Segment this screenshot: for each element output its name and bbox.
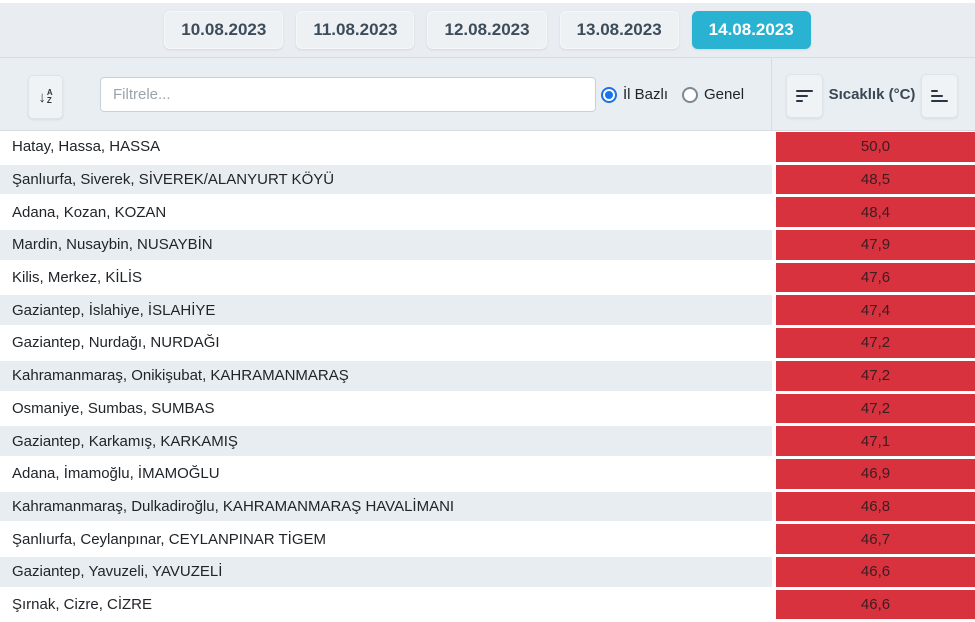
location-cell: Kahramanmaraş, Dulkadiroğlu, KAHRAMANMAR… xyxy=(0,491,772,522)
column-gap xyxy=(772,295,776,326)
location-cell: Kahramanmaraş, Onikişubat, KAHRAMANMARAŞ xyxy=(0,360,772,391)
radio-option[interactable]: İl Bazlı xyxy=(601,86,668,103)
temperature-value-cell: 48,5 xyxy=(776,164,975,195)
date-tabs-bar: 10.08.2023 11.08.2023 12.08.2023 13.08.2… xyxy=(0,3,975,58)
column-divider xyxy=(771,58,772,130)
top-strip xyxy=(0,0,975,3)
table-row: Adana, İmamoğlu, İMAMOĞLU 46,9 xyxy=(0,458,975,489)
sort-descending-button[interactable] xyxy=(786,74,823,118)
column-gap xyxy=(772,328,776,358)
column-gap xyxy=(772,262,776,293)
temperature-value-cell: 46,8 xyxy=(776,491,975,522)
table-row: Mardin, Nusaybin, NUSAYBİN 47,9 xyxy=(0,230,975,260)
column-gap xyxy=(772,230,776,260)
temperature-value-cell: 47,1 xyxy=(776,426,975,456)
column-gap xyxy=(772,132,776,162)
radio-option-label: İl Bazlı xyxy=(623,86,669,103)
column-gap xyxy=(772,360,776,391)
filter-input[interactable] xyxy=(100,77,596,112)
location-cell: Şanlıurfa, Ceylanpınar, CEYLANPINAR TİGE… xyxy=(0,524,772,554)
temperature-value-cell: 47,2 xyxy=(776,393,975,424)
temperature-value-cell: 47,4 xyxy=(776,295,975,326)
temperature-value-cell: 47,6 xyxy=(776,262,975,293)
column-gap xyxy=(772,524,776,554)
date-tab[interactable]: 11.08.2023 xyxy=(296,11,415,49)
table-row: Kilis, Merkez, KİLİS 47,6 xyxy=(0,262,975,293)
sort-ascending-button[interactable] xyxy=(921,74,958,118)
radio-option-label: Genel xyxy=(704,86,745,103)
location-cell: Şanlıurfa, Siverek, SİVEREK/ALANYURT KÖY… xyxy=(0,164,772,195)
column-gap xyxy=(772,458,776,489)
radio-circle-icon xyxy=(682,86,699,103)
column-gap xyxy=(772,556,776,587)
table-row: Hatay, Hassa, HASSA 50,0 xyxy=(0,132,975,162)
location-cell: Gaziantep, Nurdağı, NURDAĞI xyxy=(0,328,772,358)
temperature-value-cell: 47,2 xyxy=(776,360,975,391)
sort-amount-ascending-icon xyxy=(931,90,948,102)
temperature-column-header: Sıcaklık (°C) xyxy=(828,86,916,103)
date-tab-label: 14.08.2023 xyxy=(708,20,794,39)
radio-circle-icon xyxy=(601,86,617,103)
filter-toolbar: ↓ A Z İl Bazlı Genel xyxy=(0,58,975,131)
sort-alphabetical-button[interactable]: ↓ A Z xyxy=(28,75,63,119)
sort-amount-descending-icon xyxy=(796,90,813,102)
table-row: Gaziantep, İslahiye, İSLAHİYE 47,4 xyxy=(0,295,975,326)
location-cell: Gaziantep, Karkamış, KARKAMIŞ xyxy=(0,426,772,456)
temperature-value-cell: 46,6 xyxy=(776,556,975,587)
date-tab[interactable]: 14.08.2023 xyxy=(691,11,811,49)
temperature-value-cell: 50,0 xyxy=(776,132,975,162)
table-row: Adana, Kozan, KOZAN 48,4 xyxy=(0,197,975,228)
location-cell: Adana, İmamoğlu, İMAMOĞLU xyxy=(0,458,772,489)
location-cell: Osmaniye, Sumbas, SUMBAS xyxy=(0,393,772,424)
table-row: Gaziantep, Yavuzeli, YAVUZELİ 46,6 xyxy=(0,556,975,587)
table-row: Kahramanmaraş, Onikişubat, KAHRAMANMARAŞ… xyxy=(0,360,975,391)
temperature-table: Hatay, Hassa, HASSA 50,0 Şanlıurfa, Sive… xyxy=(0,131,975,620)
table-row: Kahramanmaraş, Dulkadiroğlu, KAHRAMANMAR… xyxy=(0,491,975,522)
filter-mode-radio-group: İl Bazlı Genel xyxy=(601,77,744,112)
date-tab-label: 11.08.2023 xyxy=(313,20,398,39)
column-gap xyxy=(772,426,776,456)
table-row: Osmaniye, Sumbas, SUMBAS 47,2 xyxy=(0,393,975,424)
column-gap xyxy=(772,589,776,620)
temperature-value-cell: 46,6 xyxy=(776,589,975,620)
location-cell: Gaziantep, İslahiye, İSLAHİYE xyxy=(0,295,772,326)
date-tab[interactable]: 13.08.2023 xyxy=(559,11,679,49)
table-row: Şanlıurfa, Siverek, SİVEREK/ALANYURT KÖY… xyxy=(0,164,975,195)
table-row: Şanlıurfa, Ceylanpınar, CEYLANPINAR TİGE… xyxy=(0,524,975,554)
radio-option[interactable]: Genel xyxy=(682,86,744,103)
date-tab-label: 10.08.2023 xyxy=(181,20,267,39)
location-cell: Adana, Kozan, KOZAN xyxy=(0,197,772,228)
temperature-value-cell: 48,4 xyxy=(776,197,975,228)
table-row: Şırnak, Cizre, CİZRE 46,6 xyxy=(0,589,975,620)
column-gap xyxy=(772,197,776,228)
temperature-value-cell: 47,2 xyxy=(776,328,975,358)
location-cell: Gaziantep, Yavuzeli, YAVUZELİ xyxy=(0,556,772,587)
table-row: Gaziantep, Karkamış, KARKAMIŞ 47,1 xyxy=(0,426,975,456)
location-cell: Hatay, Hassa, HASSA xyxy=(0,132,772,162)
table-row: Gaziantep, Nurdağı, NURDAĞI 47,2 xyxy=(0,328,975,358)
sort-alpha-down-icon: ↓ A Z xyxy=(38,88,53,106)
column-gap xyxy=(772,491,776,522)
location-cell: Şırnak, Cizre, CİZRE xyxy=(0,589,772,620)
temperature-value-cell: 46,7 xyxy=(776,524,975,554)
date-tab-label: 13.08.2023 xyxy=(576,20,662,39)
date-tab[interactable]: 10.08.2023 xyxy=(164,11,284,49)
location-cell: Kilis, Merkez, KİLİS xyxy=(0,262,772,293)
date-tab[interactable]: 12.08.2023 xyxy=(427,11,547,49)
column-gap xyxy=(772,393,776,424)
column-gap xyxy=(772,164,776,195)
location-cell: Mardin, Nusaybin, NUSAYBİN xyxy=(0,230,772,260)
temperature-value-cell: 47,9 xyxy=(776,230,975,260)
temperature-value-cell: 46,9 xyxy=(776,458,975,489)
date-tab-label: 12.08.2023 xyxy=(444,20,530,39)
